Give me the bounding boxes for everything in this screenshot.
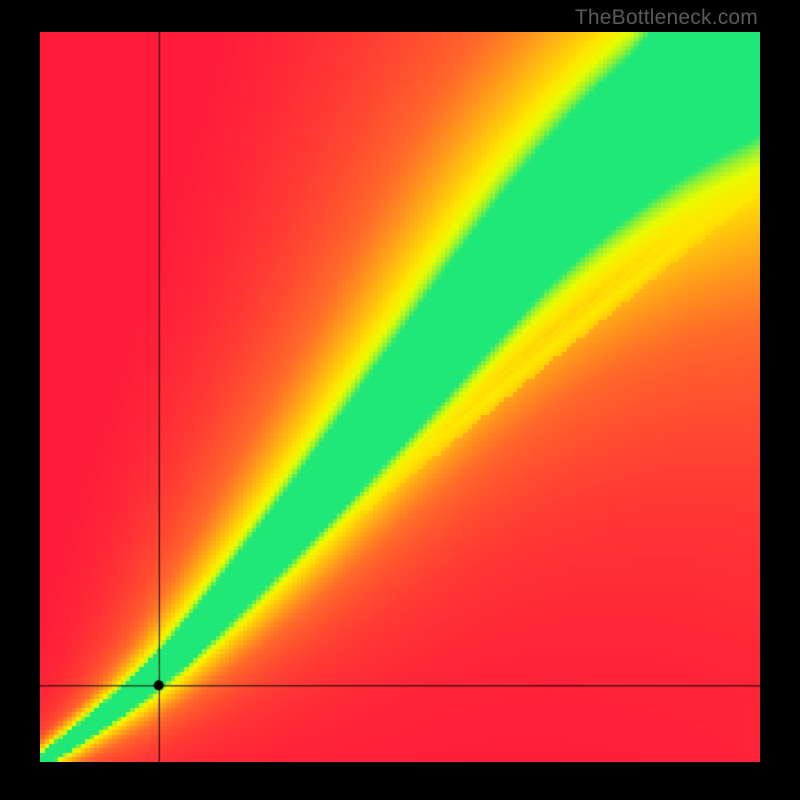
heatmap-canvas xyxy=(40,32,760,762)
heatmap-plot xyxy=(40,32,760,762)
watermark-text: TheBottleneck.com xyxy=(575,6,758,30)
